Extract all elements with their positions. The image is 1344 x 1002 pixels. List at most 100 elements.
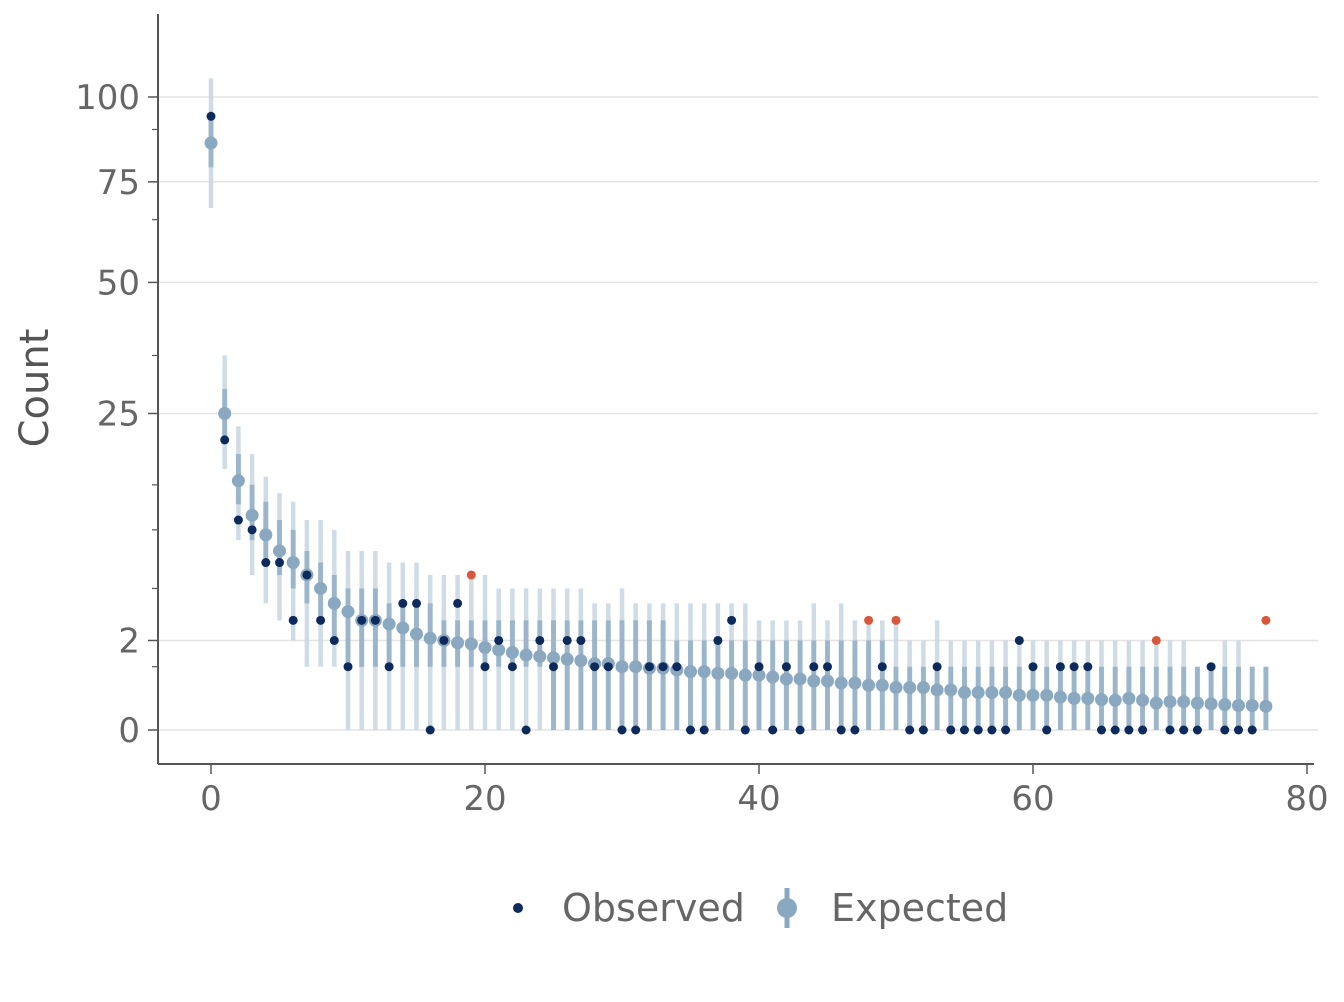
observed-point xyxy=(740,725,750,735)
observed-point xyxy=(1234,725,1243,735)
expected-point xyxy=(1026,688,1040,702)
observed-point xyxy=(384,662,394,672)
expected-point xyxy=(766,670,780,684)
expected-point xyxy=(1245,698,1259,712)
observed-point xyxy=(932,662,942,672)
observed-point xyxy=(206,111,216,121)
x-tick-label-80: 80 xyxy=(1285,779,1328,819)
observed-point xyxy=(275,558,284,568)
observed-point xyxy=(973,725,983,735)
expected-point xyxy=(396,621,410,635)
expected-point xyxy=(478,640,492,654)
expected-point xyxy=(231,474,245,488)
expected-point xyxy=(259,528,273,542)
observed-point xyxy=(727,615,737,625)
observed-point xyxy=(644,662,654,672)
observed-point xyxy=(562,635,572,645)
expected-point xyxy=(410,627,423,641)
observed-point xyxy=(1055,662,1065,672)
expected-point xyxy=(738,668,752,682)
y-tick-label-2: 2 xyxy=(118,621,140,661)
observed-point-outlier xyxy=(466,570,476,580)
observed-point xyxy=(1179,725,1189,735)
observed-point-outlier xyxy=(1261,615,1271,625)
legend-observed-label: Observed xyxy=(562,886,745,930)
observed-point xyxy=(877,662,887,672)
observed-point xyxy=(535,635,545,645)
expected-point xyxy=(848,676,862,690)
observed-point xyxy=(1206,662,1216,672)
expected-point xyxy=(382,617,396,631)
x-tick-label-0: 0 xyxy=(200,779,222,819)
expected-point xyxy=(423,631,437,645)
observed-point-outlier xyxy=(1151,635,1161,645)
observed-point xyxy=(905,725,915,735)
expected-point xyxy=(1204,697,1218,711)
expected-point xyxy=(273,544,286,558)
expected-point xyxy=(1053,690,1067,704)
expected-point xyxy=(999,686,1013,700)
expected-point xyxy=(1095,693,1108,707)
observed-point xyxy=(233,515,243,525)
observed-point xyxy=(1069,662,1079,672)
expected-point xyxy=(314,581,328,595)
expected-point xyxy=(752,668,766,682)
expected-point xyxy=(1259,699,1273,713)
legend-observed-key xyxy=(513,903,523,913)
expected-point xyxy=(807,674,821,688)
expected-point xyxy=(862,678,876,692)
observed-point xyxy=(699,725,709,735)
observed-point xyxy=(439,635,449,645)
expected-point xyxy=(615,660,629,674)
expected-point xyxy=(1232,698,1245,712)
expected-point xyxy=(725,666,739,680)
observed-point xyxy=(823,662,832,672)
legend-expected-key xyxy=(777,888,797,928)
observed-point xyxy=(836,725,846,735)
expected-points xyxy=(204,136,1273,713)
observed-point xyxy=(1220,725,1230,735)
observed-point xyxy=(809,662,819,672)
expected-point xyxy=(793,672,807,686)
expected-point xyxy=(711,666,725,680)
observed-point xyxy=(754,662,764,672)
observed-point xyxy=(1247,725,1257,735)
observed-point xyxy=(247,525,257,535)
expected-point xyxy=(547,651,560,665)
observed-point xyxy=(987,725,997,735)
observed-point xyxy=(960,725,969,735)
observed-point xyxy=(494,635,504,645)
expected-point xyxy=(985,686,999,700)
observed-point xyxy=(603,662,613,672)
observed-point xyxy=(672,662,682,672)
observed-point xyxy=(1165,725,1175,735)
expected-point xyxy=(684,665,697,679)
expected-point xyxy=(1163,695,1177,709)
observed-point xyxy=(521,725,531,735)
y-tick-label-50: 50 xyxy=(97,263,140,303)
observed-point xyxy=(425,725,435,735)
observed-point xyxy=(1110,725,1120,735)
expected-point xyxy=(492,643,506,657)
expected-point xyxy=(519,648,533,662)
observed-point xyxy=(343,662,353,672)
expected-point xyxy=(875,678,889,692)
observed-point xyxy=(1097,725,1106,735)
observed-point xyxy=(918,725,928,735)
observed-point xyxy=(1124,725,1134,735)
expected-point xyxy=(204,136,218,150)
observed-point xyxy=(357,615,367,625)
y-tick-label-100: 100 xyxy=(75,78,140,118)
expected-point xyxy=(629,660,643,674)
observed-point xyxy=(576,635,586,645)
x-tick-label-60: 60 xyxy=(1011,779,1054,819)
observed-point xyxy=(370,615,380,625)
legend-expected-label: Expected xyxy=(831,886,1008,930)
expected-point xyxy=(560,652,574,666)
expected-point xyxy=(1136,693,1150,707)
expected-point xyxy=(245,508,259,522)
observed-point-outlier xyxy=(891,615,901,625)
observed-point xyxy=(850,725,860,735)
observed-point xyxy=(261,558,271,568)
expected-point xyxy=(889,681,903,695)
